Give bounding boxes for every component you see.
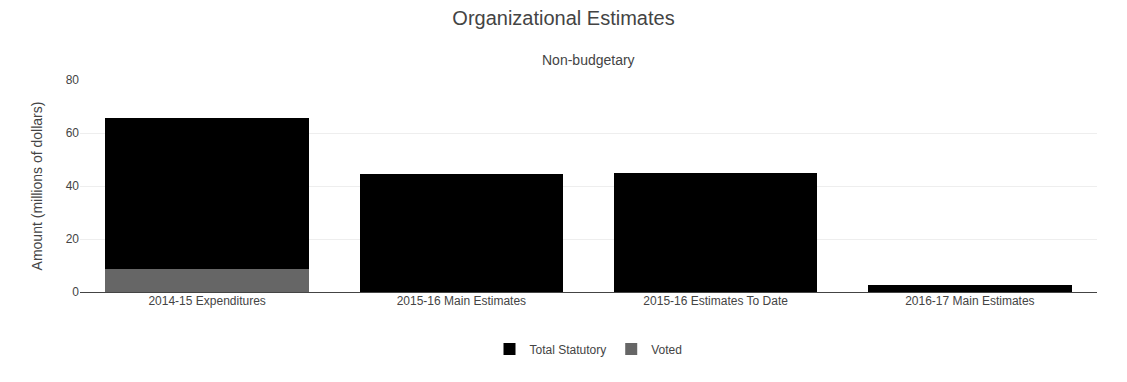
svg-text:40: 40	[66, 179, 80, 193]
svg-text:Non-budgetary: Non-budgetary	[542, 52, 635, 68]
svg-text:20: 20	[66, 232, 80, 246]
svg-text:0: 0	[72, 285, 79, 299]
svg-text:2014-15 Expenditures: 2014-15 Expenditures	[148, 294, 265, 308]
svg-text:80: 80	[66, 73, 80, 87]
svg-text:Amount (millions of dollars): Amount (millions of dollars)	[29, 102, 45, 271]
svg-text:2016-17 Main Estimates: 2016-17 Main Estimates	[905, 294, 1034, 308]
svg-text:Organizational Estimates: Organizational Estimates	[452, 7, 674, 29]
svg-text:2015-16 Estimates To Date: 2015-16 Estimates To Date	[643, 294, 788, 308]
svg-text:2015-16 Main Estimates: 2015-16 Main Estimates	[397, 294, 526, 308]
svg-text:60: 60	[66, 126, 80, 140]
svg-text:Total Statutory: Total Statutory	[530, 343, 607, 357]
svg-text:Voted: Voted	[651, 343, 682, 357]
